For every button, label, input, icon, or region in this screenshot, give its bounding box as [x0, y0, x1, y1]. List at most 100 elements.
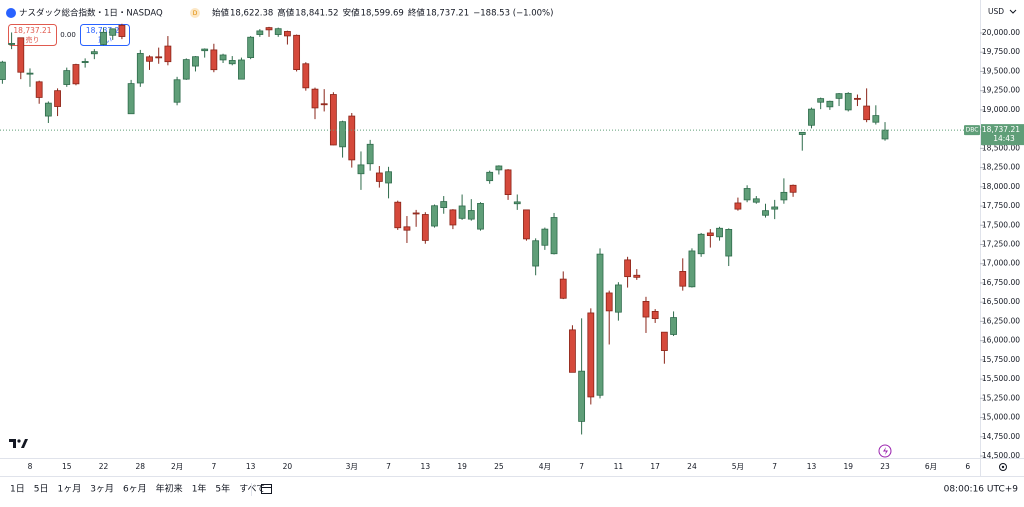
- candle-body: [716, 227, 723, 238]
- candle-body: [587, 312, 595, 398]
- y-tick-label: 17,500.00: [982, 220, 1020, 229]
- candle-body: [247, 36, 255, 59]
- last-price-tag: DBC: [966, 127, 979, 134]
- currency[interactable]: USD: [988, 7, 1004, 16]
- candle-body: [210, 49, 218, 71]
- x-tick-label: 23: [880, 462, 890, 471]
- ohlc-legend: 始値 18,622.38 高値 18,841.52 安値 18,599.69 終値 18,73…: [212, 8, 553, 19]
- range-button[interactable]: すべて: [239, 484, 265, 495]
- candle-body: [486, 171, 494, 182]
- symbol-title[interactable]: ナスダック総合指数・1日・NASDAQ: [19, 8, 163, 19]
- candle-body: [265, 27, 273, 31]
- candle-body: [872, 115, 880, 123]
- candle-body: [835, 93, 843, 99]
- candle-body: [339, 121, 346, 148]
- candle-body: [81, 61, 89, 64]
- candle-body: [771, 206, 779, 210]
- buy-price: 18,737.21: [86, 26, 124, 35]
- candle-body: [109, 28, 117, 36]
- candle-body: [0, 61, 6, 80]
- candle-body: [458, 205, 466, 219]
- candle-body: [532, 240, 540, 267]
- y-tick-label: 16,250.00: [982, 316, 1020, 325]
- candle-body: [348, 115, 356, 161]
- currency-caret: [1009, 9, 1017, 14]
- x-tick-label: 20: [283, 462, 293, 471]
- candle-body: [826, 100, 834, 108]
- candle-body: [569, 329, 576, 373]
- x-tick-label: 3月: [346, 462, 358, 471]
- candle-body: [412, 212, 420, 215]
- ohlc-value: 18,737.21: [426, 9, 469, 19]
- ohlc-value: 18,841.52: [295, 9, 338, 19]
- y-tick-label: 19,000.00: [982, 105, 1020, 114]
- badge-bg: [190, 8, 200, 18]
- range-button[interactable]: 6ヶ月: [123, 484, 147, 495]
- candle-body: [201, 48, 209, 52]
- ohlc-value: 18,622.38: [230, 9, 273, 19]
- candle-body: [431, 205, 438, 227]
- candle-body: [578, 370, 586, 422]
- candle-body: [44, 102, 52, 117]
- candle-body: [614, 284, 622, 313]
- ohlc-label: 高値: [277, 8, 295, 19]
- events-icon[interactable]: [878, 444, 892, 458]
- candle-body: [118, 24, 126, 37]
- y-tick-label: 16,750.00: [982, 278, 1020, 287]
- candle-body: [808, 108, 815, 126]
- x-tick-label: 7: [386, 462, 391, 471]
- x-tick-label: 7: [772, 462, 777, 471]
- candle-body: [164, 45, 172, 63]
- y-tick-label: 15,750.00: [982, 355, 1020, 364]
- candle-body: [72, 64, 80, 85]
- candle-body: [385, 171, 392, 184]
- candle-body: [513, 201, 521, 205]
- candle-body: [449, 209, 457, 226]
- candle-body: [421, 214, 429, 241]
- candle-body: [173, 79, 181, 103]
- x-tick-label: 7: [211, 462, 216, 471]
- candle-body: [35, 81, 43, 98]
- candle-body: [633, 274, 641, 278]
- candle-body: [550, 217, 558, 255]
- settings-icon[interactable]: [999, 463, 1007, 471]
- sell-price: 18,737.21: [13, 26, 51, 35]
- candle-body: [798, 131, 806, 135]
- x-tick-label: 28: [136, 462, 146, 471]
- candle-body: [284, 31, 291, 37]
- candle-body: [688, 250, 696, 288]
- candle-body: [725, 229, 733, 257]
- candle-body: [467, 210, 475, 220]
- range-button[interactable]: 1ヶ月: [57, 484, 81, 495]
- ohlc-label: 始値: [212, 8, 230, 19]
- candle-body: [789, 184, 797, 193]
- range-button[interactable]: 1日: [10, 484, 25, 495]
- sell-label: 売り: [26, 35, 40, 44]
- candle-body: [329, 94, 337, 146]
- candle-body: [780, 191, 788, 201]
- last-price-label: 18,737.21: [982, 125, 1020, 134]
- calendar-icon[interactable]: [261, 484, 272, 494]
- x-tick-label: 19: [843, 462, 853, 471]
- range-button[interactable]: 1年: [192, 483, 207, 495]
- candle-body: [293, 34, 301, 71]
- candle-body: [394, 201, 402, 229]
- candle-body: [311, 88, 319, 109]
- range-button[interactable]: 5年: [215, 483, 230, 495]
- candle-body: [219, 54, 227, 61]
- candle-body: [155, 56, 163, 59]
- candle-body: [8, 43, 15, 45]
- range-button[interactable]: 3ヶ月: [90, 484, 114, 495]
- x-tick-label: 24: [687, 462, 697, 471]
- range-button[interactable]: 年初来: [156, 483, 183, 495]
- candle-body: [670, 317, 677, 335]
- x-tick-label: 2月: [171, 462, 183, 471]
- candle-body: [63, 70, 71, 85]
- range-button[interactable]: 5日: [34, 484, 49, 495]
- candle-body: [863, 105, 871, 121]
- candle-body: [146, 56, 153, 62]
- candle-body: [90, 51, 98, 55]
